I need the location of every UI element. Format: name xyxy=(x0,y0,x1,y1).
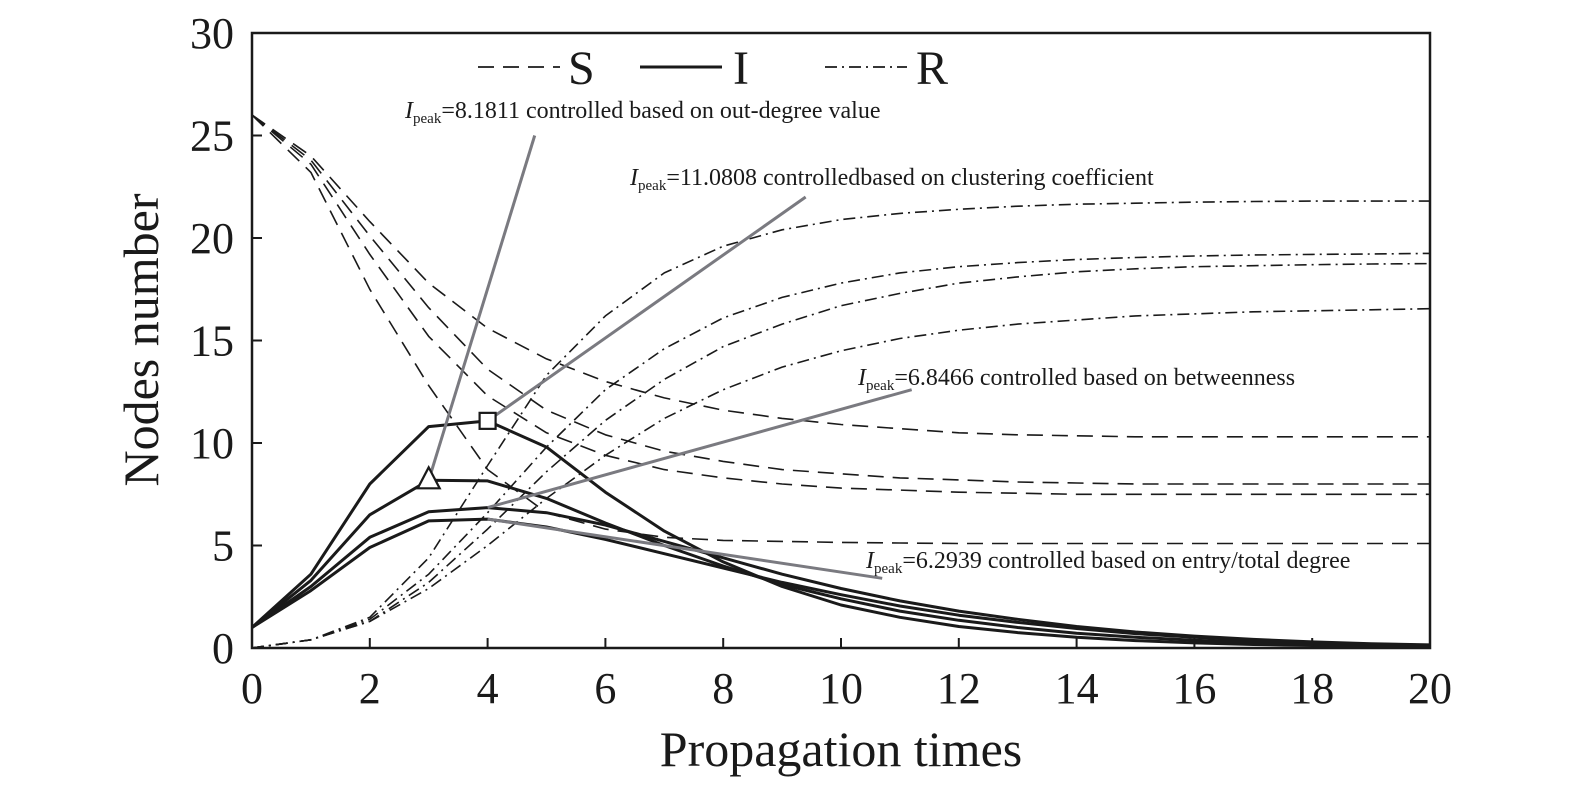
annotation-subscript: peak xyxy=(866,378,895,394)
series-R-line-8 xyxy=(251,200,1430,649)
peak-markers xyxy=(415,411,497,490)
annotation-labels: Ipeak=8.1811 controlled based on out-deg… xyxy=(404,98,1350,577)
annotation-leader-1 xyxy=(486,195,807,423)
y-tick-label: 0 xyxy=(212,624,234,673)
annotation-symbol: I xyxy=(865,548,875,574)
x-tick-label: 2 xyxy=(359,664,381,713)
annotation-label-3: Ipeak=6.2939 controlled based on entry/t… xyxy=(865,548,1350,577)
annotation-leaders xyxy=(427,135,913,580)
y-tick-label: 30 xyxy=(190,9,234,58)
series-I-line-4 xyxy=(250,419,1431,649)
annotation-symbol: I xyxy=(629,165,639,191)
series-R-line-9 xyxy=(251,252,1431,649)
annotation-subscript: peak xyxy=(413,111,442,127)
series-R-line-11 xyxy=(251,307,1431,649)
annotation-subscript: peak xyxy=(874,561,903,577)
series-I-line-7 xyxy=(251,517,1431,647)
x-tick-label: 16 xyxy=(1172,664,1216,713)
legend-label-I: I xyxy=(733,42,749,95)
annotation-leader-3 xyxy=(487,517,883,580)
y-axis-ticks: 0 5 10 15 20 25 30 xyxy=(190,9,262,673)
annotation-label-1: Ipeak=11.0808 controlledbased on cluster… xyxy=(629,165,1154,194)
x-tick-label: 6 xyxy=(594,664,616,713)
series-I-line-6 xyxy=(251,506,1431,647)
x-axis-ticks: 0 2 4 6 8 10 12 14 16 18 20 xyxy=(241,638,1452,713)
x-tick-label: 10 xyxy=(819,664,863,713)
annotation-leader-2 xyxy=(487,388,913,510)
series-S-line-1 xyxy=(251,114,1430,496)
y-tick-label: 25 xyxy=(190,112,234,161)
annotation-text: =11.0808 controlledbased on clustering c… xyxy=(666,165,1154,191)
y-tick-label: 5 xyxy=(212,522,234,571)
x-tick-label: 8 xyxy=(712,664,734,713)
x-tick-label: 4 xyxy=(477,664,499,713)
x-tick-label: 20 xyxy=(1408,664,1452,713)
annotation-leader-0 xyxy=(427,135,537,481)
series-layer xyxy=(250,114,1431,649)
y-tick-label: 20 xyxy=(190,214,234,263)
legend-label-R: R xyxy=(916,42,948,95)
annotation-symbol: I xyxy=(404,98,414,124)
annotation-subscript: peak xyxy=(638,178,667,194)
x-tick-label: 12 xyxy=(937,664,981,713)
y-axis-title: Nodes number xyxy=(113,193,169,486)
x-tick-label: 14 xyxy=(1055,664,1099,713)
y-tick-label: 10 xyxy=(190,419,234,468)
x-tick-label: 18 xyxy=(1290,664,1334,713)
annotation-label-0: Ipeak=8.1811 controlled based on out-deg… xyxy=(404,98,881,127)
annotation-text: =6.8466 controlled based on betweenness xyxy=(894,365,1295,391)
x-axis-title: Propagation times xyxy=(660,721,1022,777)
x-tick-label: 0 xyxy=(241,664,263,713)
annotation-symbol: I xyxy=(857,365,867,391)
annotation-text: =6.2939 controlled based on entry/total … xyxy=(902,548,1350,574)
series-R-line-10 xyxy=(251,262,1431,649)
series-I-line-5 xyxy=(251,478,1431,648)
legend-label-S: S xyxy=(568,42,595,95)
peak-marker-triangle xyxy=(415,464,442,490)
peak-marker-square xyxy=(478,411,497,430)
annotation-text: =8.1811 controlled based on out-degree v… xyxy=(441,98,880,124)
series-S-line-3 xyxy=(251,114,1430,438)
annotation-label-2: Ipeak=6.8466 controlled based on between… xyxy=(857,365,1295,394)
y-tick-label: 15 xyxy=(190,317,234,366)
